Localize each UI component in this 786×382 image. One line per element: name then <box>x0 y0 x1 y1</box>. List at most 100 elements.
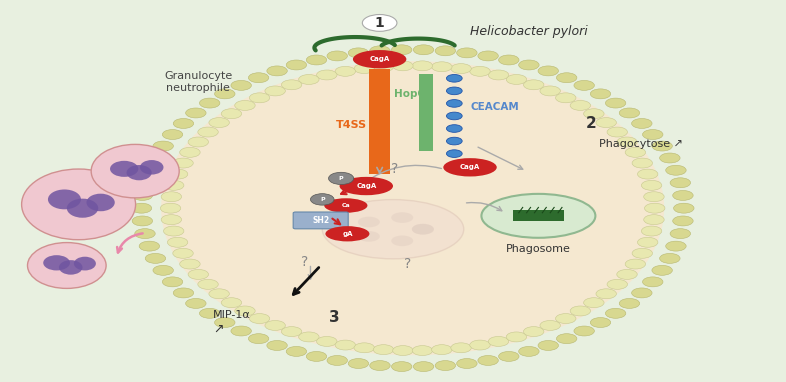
Circle shape <box>625 147 645 157</box>
Circle shape <box>153 265 174 275</box>
Circle shape <box>632 288 652 298</box>
Circle shape <box>173 288 193 298</box>
Circle shape <box>265 86 285 96</box>
Circle shape <box>446 137 462 145</box>
Text: Phagocytose ↗: Phagocytose ↗ <box>599 139 683 149</box>
Circle shape <box>185 108 206 118</box>
Circle shape <box>310 194 334 205</box>
Circle shape <box>413 45 434 55</box>
Circle shape <box>637 169 658 179</box>
Circle shape <box>393 61 413 71</box>
Ellipse shape <box>325 226 369 241</box>
Circle shape <box>235 306 255 316</box>
Circle shape <box>299 332 319 342</box>
Circle shape <box>435 361 456 371</box>
Circle shape <box>670 178 691 188</box>
Circle shape <box>642 129 663 139</box>
Circle shape <box>607 127 627 137</box>
Circle shape <box>198 279 219 289</box>
Circle shape <box>645 203 665 213</box>
Bar <box>419 74 433 151</box>
Circle shape <box>167 169 188 179</box>
Circle shape <box>446 112 462 120</box>
Circle shape <box>412 346 432 356</box>
Circle shape <box>221 109 241 119</box>
Circle shape <box>173 118 193 128</box>
Ellipse shape <box>67 199 98 218</box>
Circle shape <box>209 289 230 299</box>
Ellipse shape <box>324 198 368 213</box>
Circle shape <box>163 226 184 236</box>
Circle shape <box>235 100 255 110</box>
Text: ↗: ↗ <box>213 323 224 336</box>
Circle shape <box>139 241 160 251</box>
Circle shape <box>632 118 652 128</box>
Circle shape <box>373 345 394 354</box>
Circle shape <box>412 224 434 235</box>
Text: P: P <box>320 197 325 202</box>
Bar <box>513 210 564 221</box>
Circle shape <box>369 361 390 371</box>
Circle shape <box>617 137 637 147</box>
Ellipse shape <box>353 50 406 68</box>
Ellipse shape <box>443 158 497 176</box>
Circle shape <box>185 298 206 308</box>
Circle shape <box>590 317 611 327</box>
Circle shape <box>446 100 462 107</box>
Circle shape <box>670 229 691 239</box>
Circle shape <box>570 306 590 316</box>
Circle shape <box>590 89 611 99</box>
Text: CagA: CagA <box>369 56 390 62</box>
Circle shape <box>281 80 302 90</box>
Circle shape <box>348 359 369 369</box>
Circle shape <box>574 326 594 336</box>
Circle shape <box>362 15 397 31</box>
Circle shape <box>617 269 637 279</box>
Ellipse shape <box>43 255 70 270</box>
Circle shape <box>131 203 152 213</box>
Circle shape <box>145 153 166 163</box>
Ellipse shape <box>28 243 106 288</box>
Text: 2: 2 <box>586 115 597 131</box>
Circle shape <box>644 192 664 202</box>
Text: ?: ? <box>301 255 309 269</box>
Circle shape <box>457 48 477 58</box>
Circle shape <box>358 231 380 242</box>
Text: MIP-1α: MIP-1α <box>213 310 251 320</box>
Ellipse shape <box>22 169 136 240</box>
Circle shape <box>432 62 452 72</box>
Circle shape <box>451 343 472 353</box>
Text: 1: 1 <box>375 16 384 30</box>
Circle shape <box>488 337 509 346</box>
Circle shape <box>538 66 558 76</box>
Text: P: P <box>339 176 343 181</box>
Circle shape <box>161 192 182 202</box>
Ellipse shape <box>91 144 179 198</box>
Circle shape <box>652 265 672 275</box>
Circle shape <box>173 158 193 168</box>
Circle shape <box>659 153 680 163</box>
Circle shape <box>596 118 616 128</box>
Circle shape <box>619 108 640 118</box>
Circle shape <box>231 326 252 336</box>
Circle shape <box>637 237 658 247</box>
Text: T4SS: T4SS <box>336 120 367 130</box>
Ellipse shape <box>48 189 81 209</box>
FancyBboxPatch shape <box>293 212 348 229</box>
Circle shape <box>132 191 152 201</box>
Circle shape <box>286 346 307 356</box>
Circle shape <box>327 51 347 61</box>
Text: CagA: CagA <box>356 183 376 189</box>
Circle shape <box>506 74 527 84</box>
Circle shape <box>659 253 680 263</box>
Circle shape <box>412 224 434 235</box>
Circle shape <box>335 340 355 350</box>
Circle shape <box>556 314 576 324</box>
Circle shape <box>134 229 155 239</box>
Circle shape <box>391 212 413 223</box>
Circle shape <box>478 356 498 366</box>
Circle shape <box>132 216 152 226</box>
Circle shape <box>641 226 662 236</box>
Text: ?: ? <box>391 162 399 176</box>
Circle shape <box>248 334 269 344</box>
